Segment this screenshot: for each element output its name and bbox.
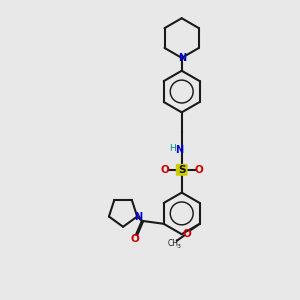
Text: H: H <box>169 143 176 152</box>
Text: S: S <box>178 165 185 175</box>
Text: N: N <box>134 212 142 221</box>
Text: N: N <box>175 145 183 155</box>
Text: N: N <box>178 53 186 63</box>
Text: O: O <box>194 165 203 175</box>
FancyBboxPatch shape <box>176 165 187 175</box>
Text: 3: 3 <box>177 244 181 249</box>
Text: O: O <box>130 234 139 244</box>
Text: O: O <box>182 229 191 239</box>
Text: CH: CH <box>167 239 178 248</box>
Text: O: O <box>160 165 169 175</box>
